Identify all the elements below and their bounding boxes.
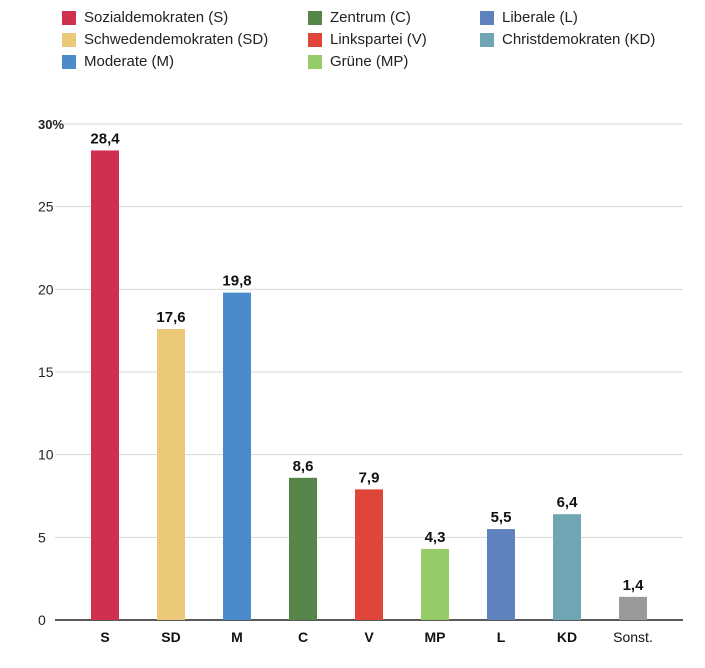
bar bbox=[223, 292, 251, 620]
x-tick-label: C bbox=[298, 629, 308, 645]
legend-item: Sozialdemokraten (S) bbox=[62, 9, 228, 26]
x-tick-label: V bbox=[364, 629, 374, 645]
legend-swatch bbox=[480, 10, 494, 25]
y-tick-label: 30% bbox=[38, 117, 64, 132]
chart-legend: Sozialdemokraten (S) Zentrum (C) Liberale … bbox=[0, 0, 705, 90]
bar bbox=[355, 489, 383, 620]
legend-item: Schwedendemokraten (SD) bbox=[62, 31, 268, 48]
x-tick-label: S bbox=[100, 629, 109, 645]
legend-label: Zentrum (C) bbox=[330, 9, 411, 26]
legend-swatch bbox=[480, 32, 494, 47]
y-tick-label: 10 bbox=[38, 447, 54, 463]
x-tick-label: MP bbox=[425, 629, 446, 645]
legend-item: Christdemokraten (KD) bbox=[480, 31, 655, 48]
legend-swatch bbox=[62, 32, 76, 47]
legend-item: Moderate (M) bbox=[62, 53, 174, 70]
legend-item: Zentrum (C) bbox=[308, 9, 411, 26]
bar bbox=[553, 514, 581, 620]
legend-item: Linkspartei (V) bbox=[308, 31, 427, 48]
y-tick-label: 25 bbox=[38, 199, 54, 215]
y-tick-label: 5 bbox=[38, 529, 46, 545]
bar bbox=[91, 150, 119, 620]
legend-label: Sozialdemokraten (S) bbox=[84, 9, 229, 26]
y-tick-label: 15 bbox=[38, 364, 54, 380]
data-label: 5,5 bbox=[491, 509, 512, 526]
bar bbox=[619, 596, 647, 620]
data-label: 1,4 bbox=[623, 577, 645, 594]
legend-label: Christdemokraten (KD) bbox=[502, 31, 656, 48]
bar bbox=[487, 529, 515, 620]
bar bbox=[289, 477, 317, 620]
x-tick-label: M bbox=[231, 629, 243, 645]
legend-swatch bbox=[62, 54, 76, 69]
legend-item: Grüne (MP) bbox=[308, 53, 408, 70]
x-tick-label: L bbox=[497, 629, 506, 645]
legend-label: Moderate (M) bbox=[84, 53, 175, 70]
y-tick-label: 0 bbox=[38, 612, 46, 628]
data-label: 6,4 bbox=[557, 494, 579, 511]
legend-swatch bbox=[308, 32, 322, 47]
data-label: 28,4 bbox=[90, 130, 120, 147]
bar bbox=[421, 548, 449, 620]
legend-item: Liberale (L) bbox=[480, 9, 578, 26]
bar bbox=[157, 329, 185, 620]
data-label: 17,6 bbox=[156, 309, 185, 326]
legend-label: Liberale (L) bbox=[502, 9, 578, 26]
x-tick-label: SD bbox=[161, 629, 180, 645]
data-label: 4,3 bbox=[425, 529, 446, 546]
legend-label: Linkspartei (V) bbox=[330, 31, 427, 48]
data-label: 8,6 bbox=[293, 458, 314, 475]
x-tick-label: Sonst. bbox=[613, 629, 653, 645]
legend-swatch bbox=[308, 10, 322, 25]
data-label: 19,8 bbox=[222, 273, 251, 290]
legend-label: Schwedendemokraten (SD) bbox=[84, 31, 269, 48]
x-tick-label: KD bbox=[557, 629, 577, 645]
legend-swatch bbox=[62, 10, 76, 25]
legend-swatch bbox=[308, 54, 322, 69]
y-tick-label: 20 bbox=[38, 281, 54, 297]
data-label: 7,9 bbox=[359, 469, 380, 486]
legend-label: Grüne (MP) bbox=[330, 53, 409, 70]
